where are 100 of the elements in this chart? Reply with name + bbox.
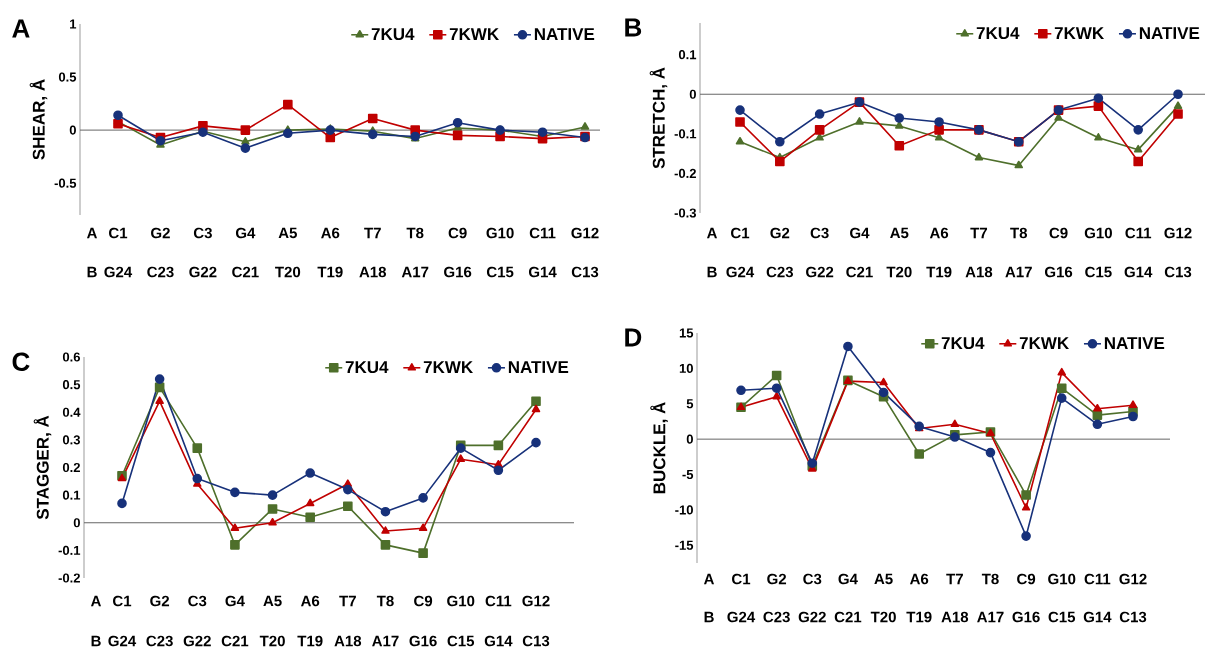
text: G14 [1083, 611, 1112, 623]
text: C21 [834, 611, 862, 623]
text: G24 [727, 611, 756, 623]
y-tick-label: 0.5 [62, 380, 81, 390]
y-tick-label: 10 [679, 363, 693, 373]
x-tick-label: G10 [447, 595, 475, 607]
text: A [703, 573, 715, 585]
y-tick-label: 0 [69, 125, 76, 135]
text: G22 [798, 611, 826, 623]
x-tick-label: T8 [376, 595, 394, 607]
text: A18 [359, 266, 387, 278]
x-tick-label: G4 [838, 573, 858, 585]
x-tick-label: A6 [909, 573, 929, 585]
x-tick-label: A5 [890, 227, 909, 239]
x-tick-label: T7 [364, 227, 381, 239]
x-tick-label: C1 [113, 595, 132, 607]
y-tick-label: -0.1 [674, 129, 697, 139]
chart-title: A [12, 19, 30, 38]
y-tick-label: -10 [675, 505, 693, 515]
x-tick-label: A5 [874, 573, 893, 585]
y-tick-label: -0.1 [58, 545, 81, 555]
text: C13 [571, 266, 599, 278]
y-tick-label: 0.6 [62, 352, 81, 362]
x-tick-label: C11 [485, 595, 512, 607]
text: G14 [484, 635, 513, 647]
text: G14 [528, 266, 557, 278]
text: T20 [886, 266, 912, 278]
x-tick-label: C1 [732, 573, 751, 585]
x-tick-label: C3 [803, 573, 822, 585]
text: G14 [1124, 266, 1153, 278]
x-tick-label: G12 [1164, 227, 1192, 239]
y-axis-title: SHEAR, Å [29, 79, 48, 160]
text: T19 [906, 611, 932, 623]
x-tick-label: C9 [1049, 227, 1068, 239]
x-tick-label: G2 [150, 595, 170, 607]
text: A17 [1005, 266, 1032, 278]
text: G16 [409, 635, 437, 647]
x-tick-label: G10 [1048, 573, 1076, 585]
x-tick-label: C11 [529, 227, 556, 239]
x-tick-label: A6 [929, 227, 949, 239]
text: C23 [147, 266, 174, 278]
x-tick-label: T7 [946, 573, 963, 585]
y-tick-label: 5 [686, 399, 694, 409]
text: G16 [1044, 266, 1073, 278]
text: C21 [846, 266, 873, 278]
x-tick-label: T8 [981, 573, 999, 585]
legend-label: 7KU4 [371, 28, 415, 41]
text: G16 [444, 266, 472, 278]
text: G24 [104, 266, 133, 278]
y-tick-label: -0.2 [674, 168, 696, 179]
y-tick-label: 0.4 [62, 407, 81, 417]
x-tick-label: T7 [339, 595, 356, 607]
x-tick-label: C11 [1125, 227, 1152, 239]
text: T19 [297, 635, 323, 647]
text: G24 [726, 266, 755, 278]
legend-label: 7KWK [1019, 337, 1069, 349]
chart-title: B [625, 18, 642, 37]
y-tick-label: 0.5 [58, 72, 77, 82]
y-tick-label: 0.2 [62, 462, 80, 473]
text: C15 [486, 266, 514, 278]
x-tick-label: C1 [731, 227, 750, 239]
text: A [90, 595, 102, 607]
text: A [706, 227, 718, 239]
legend-label: NATIVE [1104, 337, 1165, 349]
text: T19 [317, 266, 343, 278]
x-tick-label: A5 [263, 595, 282, 607]
legend-label: 7KWK [423, 361, 473, 373]
x-tick-label: G12 [1119, 573, 1147, 585]
text: B [87, 266, 97, 278]
x-tick-label: G12 [571, 227, 599, 239]
text: A [86, 227, 98, 239]
text: A17 [401, 266, 429, 278]
text: G22 [189, 266, 217, 278]
text: C15 [1048, 611, 1076, 623]
y-tick-label: -15 [675, 540, 694, 550]
legend-label: 7KWK [1054, 27, 1105, 39]
y-tick-label: -0.5 [54, 178, 77, 188]
legend-label: 7KU4 [345, 361, 389, 374]
text: G22 [806, 266, 834, 278]
y-tick-label: 0 [73, 518, 80, 528]
x-tick-label: G10 [1084, 227, 1112, 239]
x-tick-label: T7 [970, 227, 988, 239]
text: A18 [965, 266, 993, 278]
legend-label: NATIVE [1139, 27, 1200, 39]
text: G16 [1012, 611, 1040, 623]
text: C13 [522, 635, 550, 647]
y-tick-label: 1 [70, 19, 77, 29]
text: C23 [766, 266, 794, 278]
y-axis-title: STAGGER, Å [33, 415, 52, 520]
y-tick-label: -0.2 [58, 573, 80, 583]
legend-label: 7KU4 [941, 337, 985, 350]
x-tick-label: C3 [193, 227, 212, 239]
y-tick-label: 0.3 [62, 435, 81, 445]
x-tick-label: C3 [810, 227, 829, 239]
x-tick-label: A6 [321, 227, 340, 239]
text: A18 [941, 611, 969, 623]
text: C13 [1119, 611, 1147, 623]
text: T20 [275, 266, 301, 278]
y-tick-label: -5 [682, 470, 694, 480]
x-tick-label: T8 [1010, 227, 1028, 239]
